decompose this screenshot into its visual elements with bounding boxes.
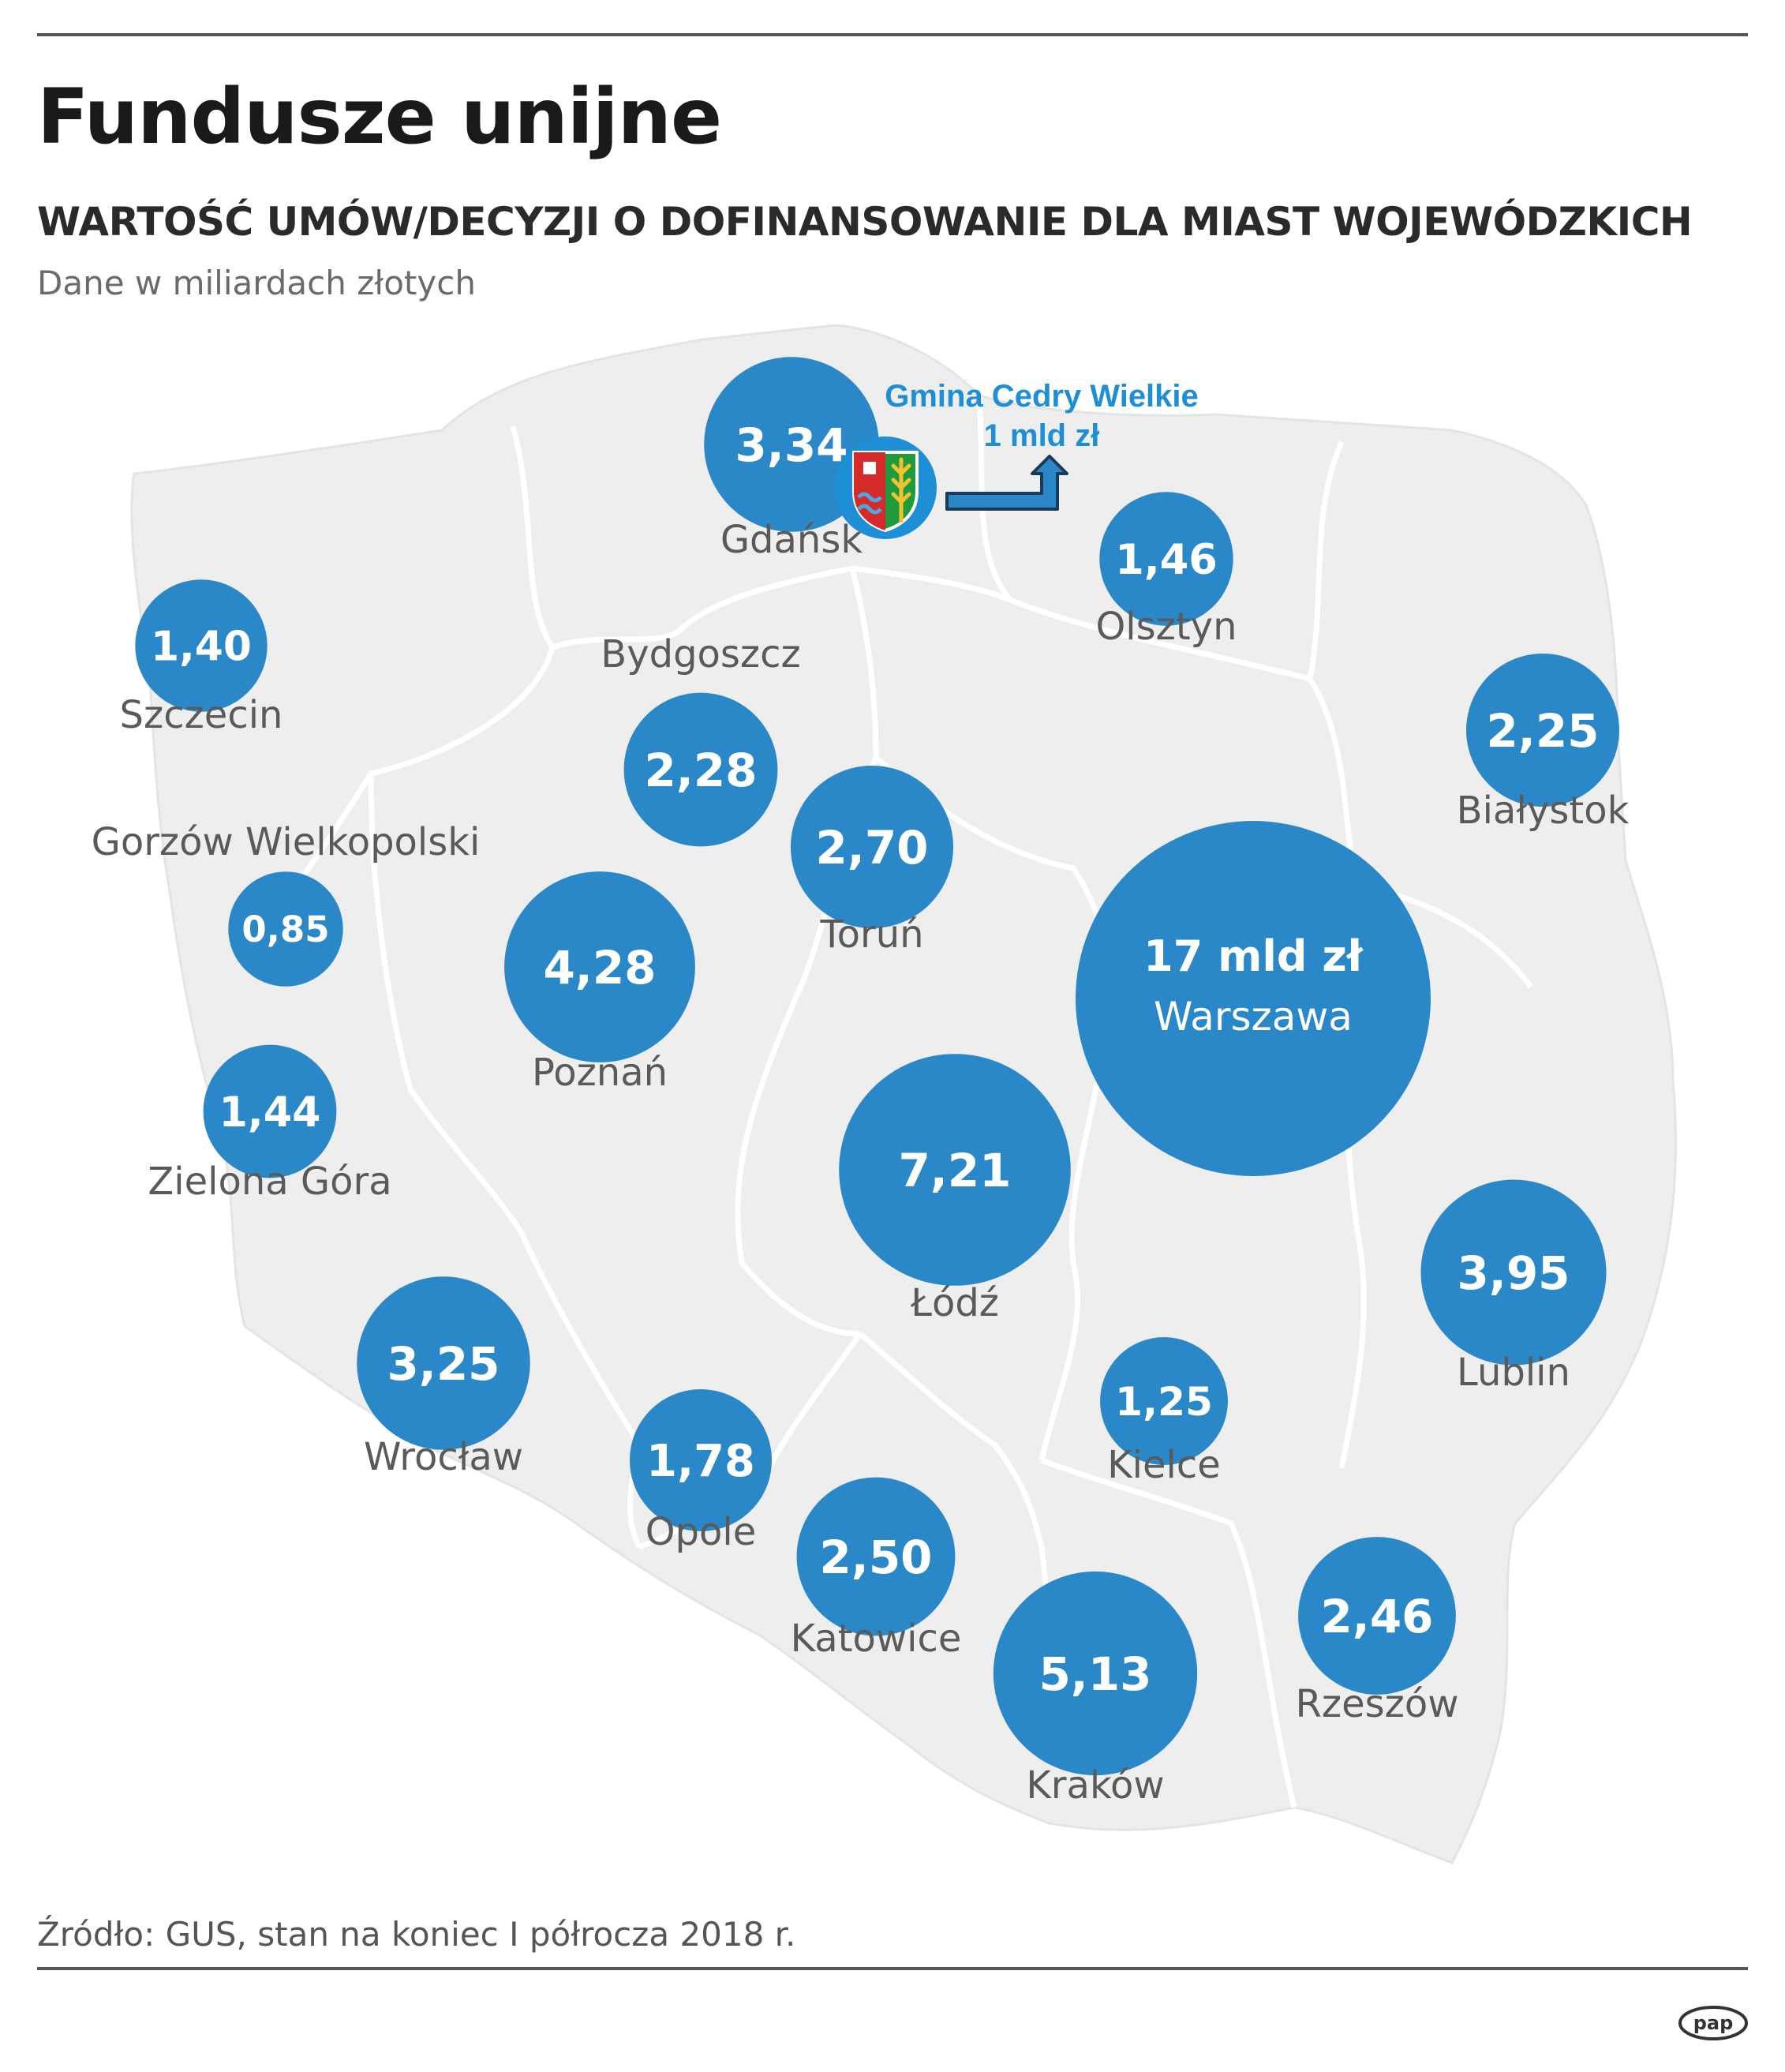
page-title: Fundusze unijne (37, 73, 722, 161)
bubble-value: 4,28 (543, 941, 656, 995)
city-bydgoszcz: 2,28 Bydgoszcz (601, 632, 801, 847)
city-warszawa: 17 mld zł Warszawa (1076, 821, 1431, 1176)
city-poznan: 4,28 Poznań (504, 871, 695, 1095)
bubble (1076, 821, 1431, 1176)
bubble-value: 1,78 (646, 1436, 755, 1487)
bubble-value: 5,13 (1038, 1647, 1151, 1701)
bubble (357, 1276, 530, 1450)
annotation: Gmina Cedry Wielkie 1 mld zł (834, 379, 1199, 539)
bubble-value: 1,44 (219, 1088, 320, 1137)
top-rule (37, 33, 1748, 36)
city-label: Gorzów Wielkopolski (92, 820, 481, 864)
bubble-value: 2,50 (819, 1531, 932, 1584)
source-note: Źródło: GUS, stan na koniec I półrocza 2… (37, 1915, 796, 1954)
city-lodz: 7,21 Łódź (839, 1054, 1071, 1325)
bubble (839, 1054, 1071, 1286)
city-label: Lublin (1457, 1351, 1570, 1395)
city-label: Łódź (910, 1281, 999, 1325)
city-label: Gdańsk (720, 518, 863, 562)
bubble-value: 3,95 (1457, 1246, 1570, 1300)
bubble-value: 0,85 (241, 909, 329, 950)
city-label: Kraków (1026, 1763, 1164, 1808)
bubble (790, 765, 954, 929)
bubble (228, 871, 343, 987)
city-torun: 2,70 Toruń (790, 765, 954, 957)
city-label: Kielce (1107, 1443, 1221, 1487)
city-label: Bydgoszcz (601, 632, 800, 676)
bubble-value: 3,25 (387, 1337, 500, 1391)
city-lublin: 3,95 Lublin (1420, 1179, 1607, 1395)
annotation-line2: 1 mld zł (984, 418, 1100, 453)
bubble (1099, 492, 1233, 626)
annotation-line1: Gmina Cedry Wielkie (885, 379, 1199, 414)
city-label: Katowice (791, 1617, 962, 1661)
bubble (1420, 1179, 1607, 1366)
city-olsztyn: 1,46 Olsztyn (1096, 492, 1237, 649)
city-label: Olsztyn (1096, 605, 1237, 649)
bubble-value: 2,25 (1486, 704, 1599, 758)
city-label: Białystok (1457, 789, 1630, 833)
bubble (1298, 1537, 1456, 1695)
units-note: Dane w miliardach złotych (37, 264, 476, 302)
pap-logo-text: pap (1693, 2012, 1734, 2034)
bubble (796, 1477, 956, 1636)
bubble (135, 579, 268, 712)
bubble-value: 17 mld zł (1143, 931, 1364, 981)
city-gorzow-wielkopolski: 0,85 Gorzów Wielkopolski (92, 820, 481, 987)
city-label: Zielona Góra (148, 1160, 391, 1204)
city-rzeszow: 2,46 Rzeszów (1296, 1537, 1459, 1726)
bubble-value: 7,21 (898, 1144, 1011, 1197)
annotation-arrow (945, 455, 1068, 511)
city-kielce: 1,25 Kielce (1100, 1337, 1228, 1487)
bubble-value: 2,70 (815, 821, 928, 875)
bubble (623, 692, 778, 847)
city-bialystok: 2,25 Białystok (1457, 654, 1630, 833)
bubble (504, 871, 695, 1062)
bubble-value: 2,28 (644, 744, 757, 797)
pap-logo: pap (1678, 2006, 1748, 2040)
city-opole: 1,78 Opole (629, 1388, 773, 1554)
coat-of-arms-icon (834, 437, 937, 539)
city-label: Toruń (819, 912, 923, 957)
city-label: Szczecin (120, 693, 283, 737)
city-label: Rzeszów (1296, 1682, 1459, 1726)
subtitle: WARTOŚĆ UMÓW/DECYZJI O DOFINANSOWANIE DL… (37, 199, 1693, 245)
bubble-value: 1,40 (151, 624, 252, 671)
city-szczecin: 1,40 Szczecin (120, 579, 283, 737)
bubble-value: 1,25 (1115, 1378, 1213, 1425)
bubble (993, 1571, 1198, 1776)
city-wroclaw: 3,25 Wrocław (357, 1276, 530, 1479)
bottom-rule (37, 1967, 1748, 1970)
city-label: Wrocław (364, 1435, 523, 1479)
city-bubbles: 3,34 Gdańsk 1,46 Olsztyn 1,40 Szczecin 2,28 Byd… (92, 357, 1630, 1808)
city-label: Warszawa (1154, 994, 1353, 1040)
bubble-value: 3,34 (735, 418, 848, 472)
city-label: Opole (646, 1510, 756, 1554)
city-zielona-gora: 1,44 Zielona Góra (148, 1044, 392, 1204)
bubble (629, 1388, 773, 1532)
bubble (1466, 654, 1619, 807)
city-label: Poznań (532, 1051, 668, 1095)
city-krakow: 5,13 Kraków (993, 1571, 1198, 1808)
bubble (203, 1044, 337, 1178)
bubble-value: 1,46 (1115, 536, 1218, 584)
city-katowice: 2,50 Katowice (791, 1477, 962, 1661)
bubble (1100, 1337, 1228, 1465)
bubble-value: 2,46 (1320, 1590, 1433, 1643)
